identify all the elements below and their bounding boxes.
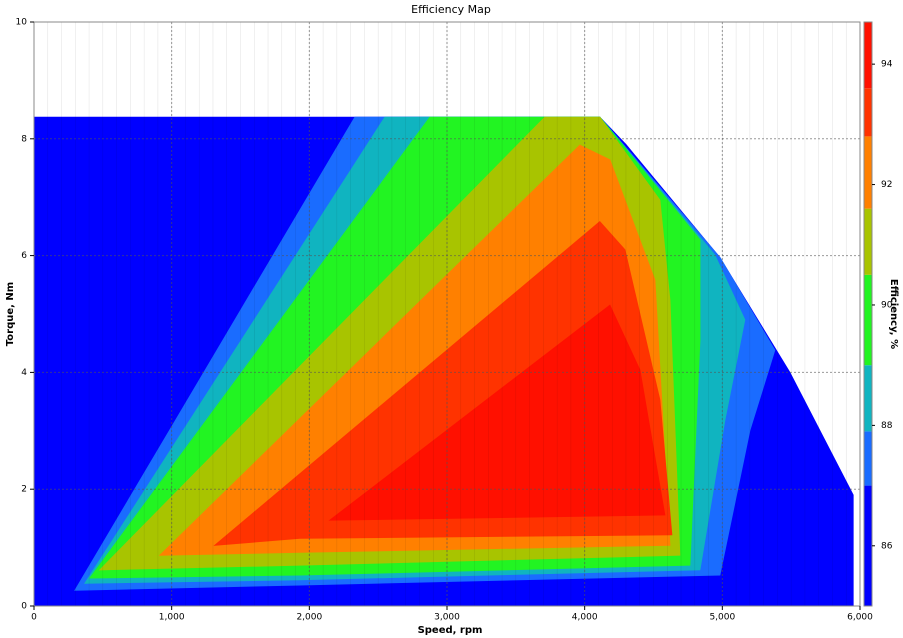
y-tick-label: 8 (21, 134, 27, 144)
colorbar-label: Efficiency, % (888, 279, 899, 349)
x-tick-label: 6,000 (847, 613, 873, 623)
colorbar-tick-label: 92 (881, 180, 892, 190)
colorbar-band (864, 22, 872, 89)
colorbar-band (864, 274, 872, 366)
y-tick-label: 0 (21, 602, 27, 612)
x-tick-label: 3,000 (434, 613, 460, 623)
y-tick-label: 2 (21, 485, 27, 495)
y-tick-label: 4 (21, 368, 27, 378)
colorbar-band (864, 88, 872, 137)
x-tick-label: 1,000 (159, 613, 185, 623)
colorbar-tick-label: 86 (881, 541, 893, 551)
colorbar-tick-label: 90 (881, 300, 893, 310)
x-tick-label: 5,000 (709, 613, 735, 623)
colorbar-frame (863, 21, 873, 607)
colorbar-band (864, 365, 872, 432)
colorbar-band (864, 485, 872, 606)
contour-region (328, 304, 666, 521)
colorbar-band (864, 431, 872, 486)
y-tick-label: 10 (16, 18, 28, 28)
x-tick-label: 4,000 (572, 613, 598, 623)
colorbar-tick-label: 88 (881, 421, 893, 431)
y-tick-label: 6 (21, 251, 27, 261)
x-tick-label: 0 (31, 613, 37, 623)
colorbar-band (864, 208, 872, 275)
x-tick-label: 2,000 (296, 613, 322, 623)
x-axis-label: Speed, rpm (418, 625, 483, 636)
chart-title: Efficiency Map (411, 3, 491, 16)
colorbar-tick-label: 94 (881, 60, 893, 70)
colorbar-band (864, 136, 872, 209)
y-axis-label: Torque, Nm (5, 282, 16, 346)
